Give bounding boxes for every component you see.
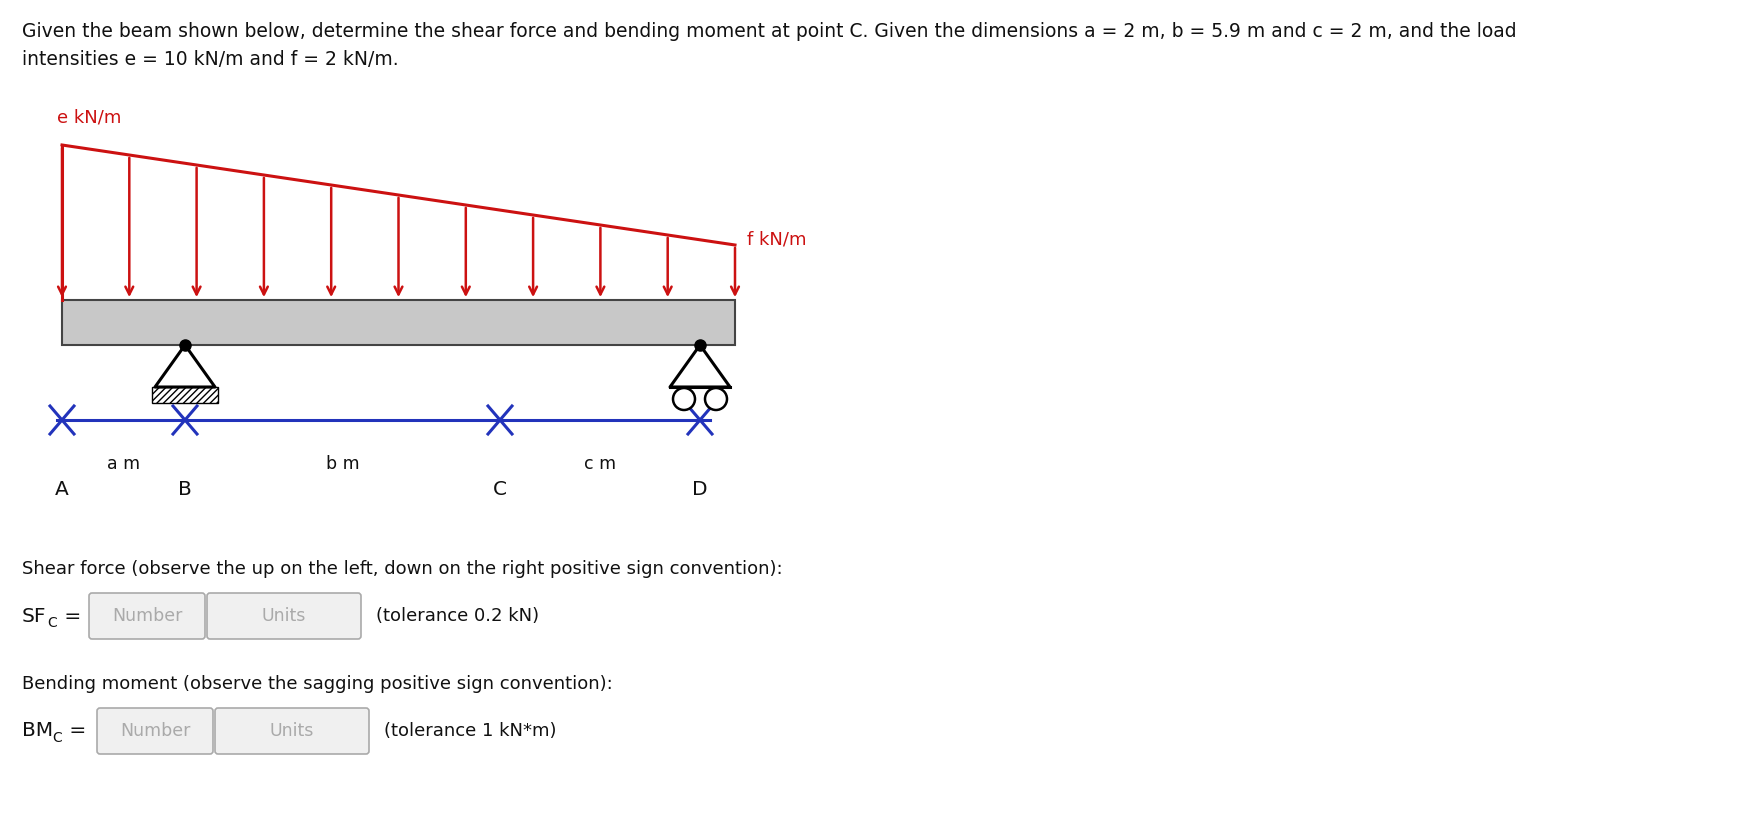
Text: Units: Units <box>262 607 306 625</box>
FancyBboxPatch shape <box>207 593 362 639</box>
Text: c m: c m <box>584 455 615 473</box>
Text: B: B <box>177 480 191 499</box>
Circle shape <box>706 388 726 410</box>
Text: C: C <box>494 480 507 499</box>
Text: =: = <box>63 721 87 740</box>
Text: (tolerance 0.2 kN): (tolerance 0.2 kN) <box>375 607 539 625</box>
FancyBboxPatch shape <box>89 593 205 639</box>
Text: Shear force (observe the up on the left, down on the right positive sign convent: Shear force (observe the up on the left,… <box>23 560 782 578</box>
FancyBboxPatch shape <box>216 708 368 754</box>
Text: Given the beam shown below, determine the shear force and bending moment at poin: Given the beam shown below, determine th… <box>23 22 1517 41</box>
Text: BM: BM <box>23 721 54 740</box>
Text: C: C <box>52 731 63 745</box>
Text: e kN/m: e kN/m <box>57 109 122 127</box>
FancyBboxPatch shape <box>97 708 214 754</box>
Text: A: A <box>56 480 70 499</box>
Text: D: D <box>692 480 707 499</box>
Text: Number: Number <box>111 607 182 625</box>
Text: =: = <box>57 607 82 626</box>
Bar <box>63 300 735 345</box>
Bar <box>151 387 217 403</box>
Text: Units: Units <box>269 722 315 740</box>
Text: SF: SF <box>23 607 47 626</box>
Text: (tolerance 1 kN*m): (tolerance 1 kN*m) <box>384 722 556 740</box>
Text: f kN/m: f kN/m <box>747 230 806 248</box>
Text: intensities e = 10 kN/m and f = 2 kN/m.: intensities e = 10 kN/m and f = 2 kN/m. <box>23 50 398 69</box>
Text: C: C <box>47 616 57 630</box>
Circle shape <box>673 388 695 410</box>
Text: Bending moment (observe the sagging positive sign convention):: Bending moment (observe the sagging posi… <box>23 675 614 693</box>
Text: Number: Number <box>120 722 189 740</box>
Text: a m: a m <box>108 455 141 473</box>
Text: b m: b m <box>325 455 360 473</box>
